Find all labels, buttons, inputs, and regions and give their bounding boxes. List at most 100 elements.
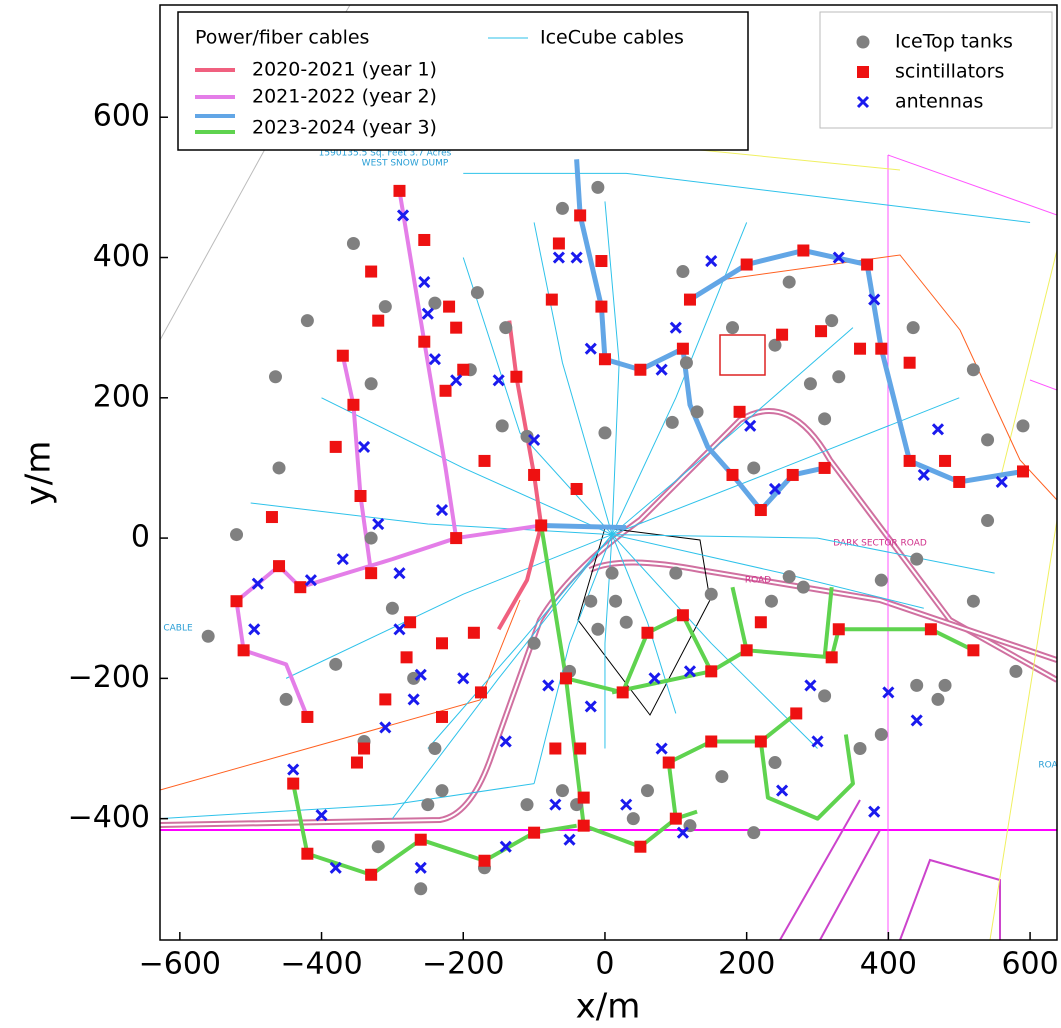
icetop-tank xyxy=(300,314,314,328)
antenna xyxy=(414,861,427,874)
x-axis-label: x/m xyxy=(576,987,641,1027)
icecube-cable xyxy=(612,534,995,574)
antenna xyxy=(329,861,342,874)
icecube-cable xyxy=(611,534,677,714)
map-annotation: ROAD xyxy=(745,576,771,586)
icetop-tank xyxy=(495,419,509,433)
scintillator xyxy=(815,325,828,338)
antenna xyxy=(563,833,576,846)
map-annotation: WEST SNOW DUMP xyxy=(362,159,449,169)
scintillator xyxy=(535,519,548,532)
scintillator xyxy=(861,258,874,271)
icecube-cable xyxy=(463,172,1031,223)
scintillator xyxy=(358,742,371,755)
scintillator xyxy=(634,363,647,376)
antenna xyxy=(357,440,371,453)
scintillator xyxy=(754,735,767,748)
icetop-tank xyxy=(782,275,796,289)
icetop-tank xyxy=(906,321,920,335)
scintillator xyxy=(379,693,392,706)
power-cable xyxy=(565,632,650,695)
icetop-tank xyxy=(853,742,867,756)
icetop-tank xyxy=(407,671,421,685)
icetop-tank xyxy=(966,363,980,377)
antenna xyxy=(407,693,420,706)
power-cable xyxy=(234,536,457,718)
scintillator xyxy=(577,791,590,804)
scintillator xyxy=(669,812,682,825)
icetop-tank xyxy=(910,678,924,692)
antenna xyxy=(315,809,328,822)
icetop-tank xyxy=(938,678,952,692)
icetop-tank xyxy=(346,236,360,250)
power-cable xyxy=(397,190,542,541)
map-annotation: 1590135.5 Sq. Feet 3.7 Acres xyxy=(319,149,452,159)
antenna xyxy=(868,293,881,306)
antenna xyxy=(549,798,562,811)
antenna xyxy=(570,251,583,264)
antenna xyxy=(372,517,385,531)
icetop-tank xyxy=(619,615,633,629)
icetop-tank xyxy=(1016,419,1030,433)
boundary xyxy=(779,799,1001,940)
legend-label: 2023-2024 (year 3) xyxy=(252,117,437,139)
legend-title: Power/fiber cables xyxy=(195,27,369,49)
antenna xyxy=(248,623,261,636)
scintillator xyxy=(301,710,314,723)
icetop-tank xyxy=(520,798,534,812)
antenna xyxy=(811,735,824,748)
icecube-cable xyxy=(250,502,613,536)
scintillator xyxy=(365,265,378,278)
antenna xyxy=(499,840,512,853)
icetop-tank xyxy=(856,35,870,49)
power-cable xyxy=(758,734,855,821)
icetop-tank xyxy=(640,784,654,798)
icetop-tank xyxy=(825,314,839,328)
antenna xyxy=(910,714,923,727)
scintillator xyxy=(365,868,378,881)
scintillator xyxy=(641,626,654,639)
icetop-tank xyxy=(527,636,541,650)
scintillator xyxy=(329,440,342,453)
scintillator xyxy=(676,342,689,355)
scintillator xyxy=(478,454,491,467)
scintillator xyxy=(832,623,845,636)
scintillator xyxy=(683,293,696,306)
icetop-tank xyxy=(428,296,442,310)
icetop-tank xyxy=(470,286,484,300)
y-tick-label: 600 xyxy=(93,99,150,134)
icetop-tank xyxy=(679,356,693,370)
icecube-cable xyxy=(321,397,613,536)
legend-label: scintillators xyxy=(895,61,1004,83)
y-tick-label: 0 xyxy=(131,520,150,555)
antenna xyxy=(648,672,661,685)
scintillator xyxy=(754,616,767,629)
icetop-tank xyxy=(499,321,513,335)
icetop-tank xyxy=(364,377,378,391)
power-cable xyxy=(646,613,714,673)
scintillator xyxy=(740,258,753,271)
scintillator xyxy=(854,342,867,355)
scintillator xyxy=(875,342,888,355)
antenna xyxy=(552,251,565,264)
scintillator xyxy=(393,184,406,197)
icecube-cable xyxy=(611,327,854,535)
scintillator xyxy=(365,567,378,580)
scintillator xyxy=(528,826,541,839)
antenna xyxy=(804,679,817,692)
map-annotation: DARK SECTOR ROAD xyxy=(833,539,927,549)
scintillator xyxy=(457,363,470,376)
icetop-tank xyxy=(428,742,442,756)
x-tick-label: −600 xyxy=(139,947,221,982)
antenna xyxy=(768,482,782,496)
icetop-tank xyxy=(818,412,832,426)
scintillator xyxy=(662,756,675,769)
legend-label: IceCube cables xyxy=(540,27,684,49)
scintillator xyxy=(577,819,590,832)
legend-label: antennas xyxy=(895,91,983,113)
scintillator xyxy=(740,644,753,657)
scintillator xyxy=(510,370,523,383)
scintillator xyxy=(350,756,363,769)
y-tick-label: −200 xyxy=(68,660,150,695)
